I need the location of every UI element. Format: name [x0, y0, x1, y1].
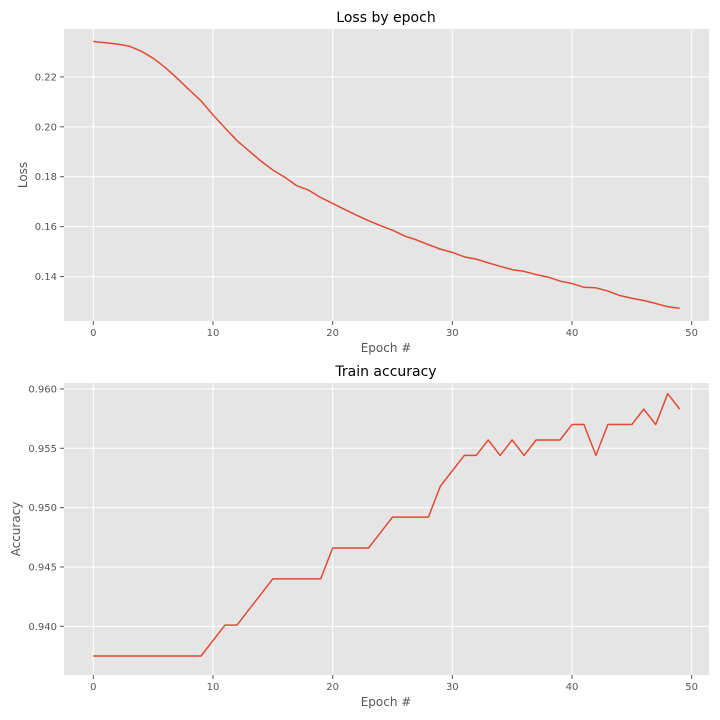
- x-tick-label: 40: [566, 328, 579, 339]
- plot-area: [64, 383, 709, 675]
- x-tick-label: 10: [207, 328, 220, 339]
- x-tick-labels: 0 10 20 30 40 50: [90, 321, 698, 339]
- y-tick-label: 0.950: [28, 503, 57, 514]
- loss-chart: Loss by epoch 0 10 20 30 40 50 0.140.160.180.…: [16, 10, 709, 355]
- x-tick-label: 40: [566, 682, 579, 693]
- y-axis-label: Loss: [16, 162, 30, 188]
- chart-title: Loss by epoch: [336, 10, 435, 26]
- x-tick-label: 20: [326, 328, 339, 339]
- y-tick-label: 0.20: [35, 122, 57, 133]
- y-tick-label: 0.22: [35, 72, 57, 83]
- y-tick-labels: 0.14 0.16 0.18 0.20 0.22: [35, 72, 64, 283]
- x-tick-label: 50: [685, 328, 698, 339]
- x-tick-label: 10: [207, 682, 220, 693]
- x-tick-label: 30: [446, 328, 459, 339]
- x-tick-label: 50: [685, 682, 698, 693]
- accuracy-chart: Train accuracy 0 10 20 30 40 50 0.9400.9450.9…: [9, 364, 709, 709]
- y-tick-label: 0.955: [28, 444, 57, 455]
- y-tick-label: 0.960: [28, 384, 57, 395]
- chart-title: Train accuracy: [334, 364, 436, 380]
- loss-series-line: [93, 40, 680, 310]
- accuracy-series-line: [93, 392, 681, 657]
- y-gridlines: [64, 76, 709, 278]
- y-tick-label: 0.16: [35, 222, 57, 233]
- x-axis-label: Epoch #: [361, 341, 412, 355]
- y-tick-label: 0.14: [35, 272, 57, 283]
- x-tick-label: 0: [90, 328, 96, 339]
- y-gridlines: [64, 388, 709, 627]
- x-tick-label: 0: [90, 682, 96, 693]
- x-axis-label: Epoch #: [361, 695, 412, 709]
- y-tick-labels: 0.940 0.945 0.950 0.955 0.960: [28, 384, 64, 633]
- plot-area: [64, 29, 709, 321]
- x-gridlines: [92, 29, 693, 321]
- x-tick-labels: 0 10 20 30 40 50: [90, 675, 698, 693]
- y-axis-label: Accuracy: [9, 502, 23, 557]
- x-tick-label: 30: [446, 682, 459, 693]
- y-tick-label: 0.940: [28, 622, 57, 633]
- x-tick-label: 20: [326, 682, 339, 693]
- y-tick-label: 0.18: [35, 172, 57, 183]
- y-tick-label: 0.945: [28, 562, 57, 573]
